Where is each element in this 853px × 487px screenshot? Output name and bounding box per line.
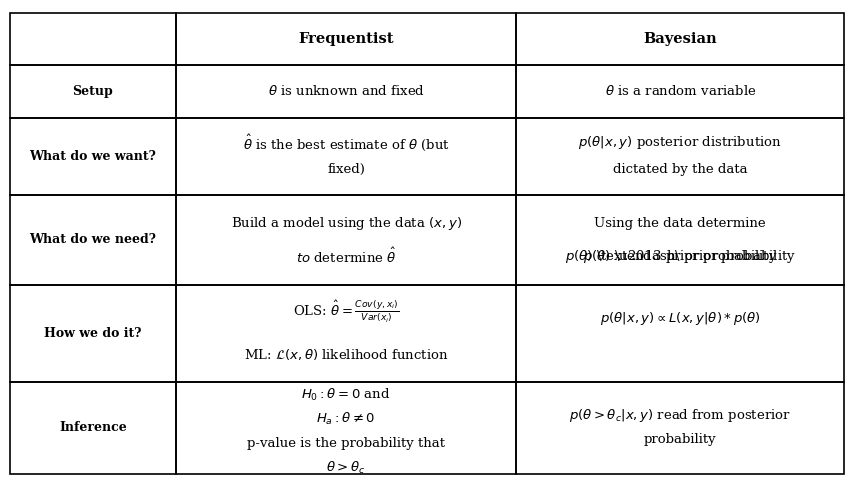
Bar bbox=[176, 285, 516, 381]
Text: OLS: $\hat{\theta} = \frac{Cov(y,x_i)}{Var(x_i)}$: OLS: $\hat{\theta} = \frac{Cov(y,x_i)}{V… bbox=[293, 299, 399, 325]
Bar bbox=[10, 14, 176, 65]
Text: Build a model using the data $(x, y)$: Build a model using the data $(x, y)$ bbox=[230, 215, 461, 232]
Text: $p(\theta|x, y)$ posterior distribution: $p(\theta|x, y)$ posterior distribution bbox=[577, 134, 781, 151]
Text: dictated by the data: dictated by the data bbox=[612, 164, 746, 176]
Text: $H_a: \theta \neq 0$: $H_a: \theta \neq 0$ bbox=[316, 411, 375, 427]
Text: Inference: Inference bbox=[59, 421, 126, 434]
Text: $p(\theta|x, y) \propto L(x, y|\theta) * p(\theta)$: $p(\theta|x, y) \propto L(x, y|\theta) *… bbox=[599, 310, 760, 327]
Text: What do we need?: What do we need? bbox=[29, 233, 156, 246]
Bar bbox=[516, 14, 843, 65]
Text: fixed): fixed) bbox=[327, 164, 364, 176]
Text: ML: $\mathcal{L}(x, \theta)$ likelihood function: ML: $\mathcal{L}(x, \theta)$ likelihood … bbox=[243, 347, 448, 362]
Text: $\theta > \theta_c$: $\theta > \theta_c$ bbox=[326, 460, 365, 476]
Text: What do we want?: What do we want? bbox=[30, 150, 156, 163]
Bar bbox=[176, 381, 516, 473]
Bar bbox=[10, 117, 176, 195]
Bar bbox=[516, 195, 843, 285]
Text: $\theta$ is a random variable: $\theta$ is a random variable bbox=[604, 84, 755, 98]
Text: probability: probability bbox=[643, 433, 716, 446]
Text: Using the data determine: Using the data determine bbox=[594, 217, 765, 230]
Text: $p(\theta)$ \textendash\ prior probability: $p(\theta)$ \textendash\ prior probabili… bbox=[564, 248, 795, 265]
Bar bbox=[176, 195, 516, 285]
Bar bbox=[176, 14, 516, 65]
Text: Frequentist: Frequentist bbox=[298, 33, 393, 46]
Bar bbox=[176, 65, 516, 117]
Text: $p(\theta)$ \u2013 prior probability: $p(\theta)$ \u2013 prior probability bbox=[583, 248, 777, 265]
Bar bbox=[516, 285, 843, 381]
Bar bbox=[10, 195, 176, 285]
Bar bbox=[516, 65, 843, 117]
Bar bbox=[10, 285, 176, 381]
Bar bbox=[10, 381, 176, 473]
Text: $H_0: \theta = 0$ and: $H_0: \theta = 0$ and bbox=[301, 386, 391, 403]
Bar bbox=[10, 65, 176, 117]
Text: Bayesian: Bayesian bbox=[642, 33, 717, 46]
Text: $p(\theta > \theta_c|x, y)$ read from posterior: $p(\theta > \theta_c|x, y)$ read from po… bbox=[569, 407, 790, 424]
Bar bbox=[176, 117, 516, 195]
Bar bbox=[516, 381, 843, 473]
Text: How we do it?: How we do it? bbox=[44, 327, 142, 339]
Text: $\mathit{to}$ determine $\hat{\theta}$: $\mathit{to}$ determine $\hat{\theta}$ bbox=[295, 247, 396, 266]
Bar bbox=[516, 117, 843, 195]
Text: Setup: Setup bbox=[73, 85, 113, 98]
Text: $\theta$ is unknown and fixed: $\theta$ is unknown and fixed bbox=[267, 84, 424, 98]
Text: p-value is the probability that: p-value is the probability that bbox=[247, 437, 444, 450]
Text: $\hat{\theta}$ is the best estimate of $\theta$ (but: $\hat{\theta}$ is the best estimate of $… bbox=[242, 132, 449, 153]
